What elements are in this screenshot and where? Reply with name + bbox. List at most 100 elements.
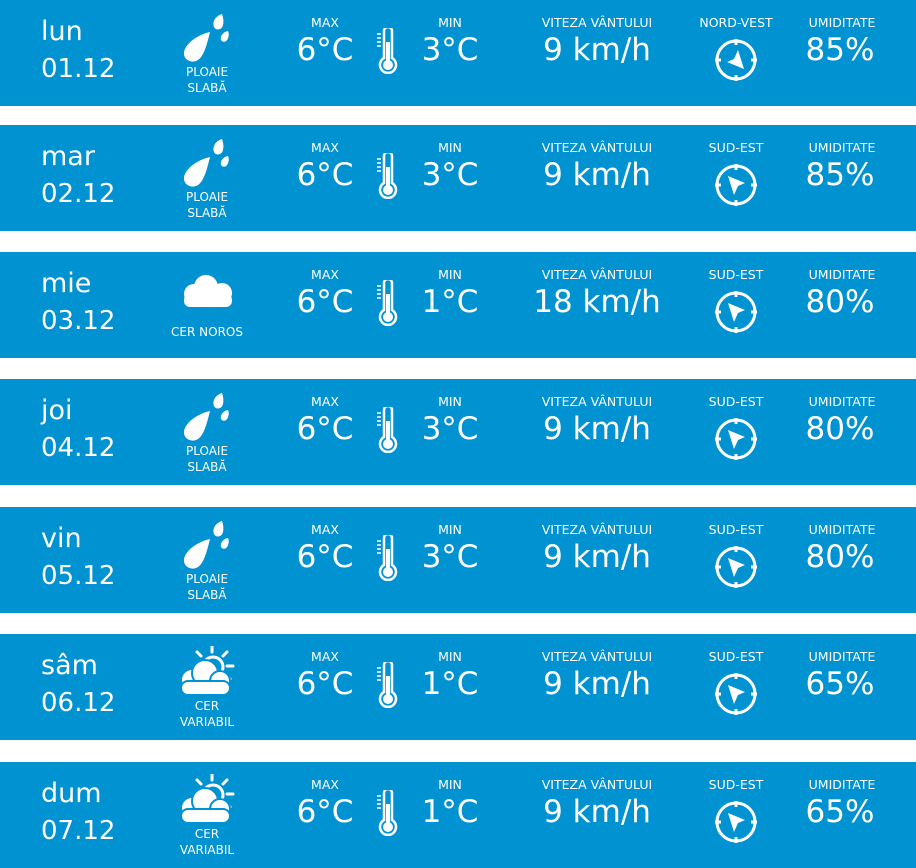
compass-icon [713,289,759,335]
condition-text: PLOAIE [185,444,229,458]
max-label: MAX [311,140,339,155]
wind-speed-label: VITEZA VÂNTULUI [541,140,653,155]
min-label: MIN [438,649,462,664]
forecast-row: mar 02.12 PLOAIE SLABĂ MAX 6°C MIN 3°C VITEZA VÂ… [0,125,916,231]
humidity-value: 80% [805,411,875,447]
humidity-label: UMIDITATE [808,267,876,282]
compass-icon [713,162,759,208]
humidity-label: UMIDITATE [808,522,876,537]
rain-drops-icon [172,391,242,443]
day-date: 01.12 [41,54,116,84]
min-temp: 3°C [421,411,479,447]
day-date: 07.12 [41,816,116,846]
wind-direction: SUD-EST [708,394,764,409]
wind-speed-label: VITEZA VÂNTULUI [541,522,653,537]
forecast-row: sâm 06.12 CER VARIABIL MAX 6°C MIN 1°C VITEZA VÂ… [0,634,916,740]
compass-icon [713,799,759,845]
wind-speed-label: VITEZA VÂNTULUI [541,267,653,282]
day-date: 06.12 [41,688,116,718]
max-label: MAX [311,394,339,409]
max-label: MAX [311,267,339,282]
max-temp: 6°C [296,794,354,830]
max-label: MAX [311,15,339,30]
thermometer-icon [374,787,402,837]
max-label: MAX [311,777,339,792]
humidity-label: UMIDITATE [808,140,876,155]
forecast-row: joi 04.12 PLOAIE SLABĂ MAX 6°C MIN 3°C VITEZA VÂ… [0,379,916,485]
wind-speed-label: VITEZA VÂNTULUI [541,777,653,792]
compass-icon [713,544,759,590]
max-label: MAX [311,522,339,537]
rain-drops-icon [172,519,242,571]
condition-text: VARIABIL [179,843,235,857]
humidity-value: 65% [805,666,875,702]
wind-direction: NORD-VEST [699,15,773,30]
day-name: sâm [41,650,98,681]
max-temp: 6°C [296,539,354,575]
wind-direction: SUD-EST [708,140,764,155]
thermometer-icon [374,659,402,709]
day-name: mar [41,141,95,172]
wind-speed-label: VITEZA VÂNTULUI [541,394,653,409]
thermometer-icon [374,277,402,327]
min-label: MIN [438,777,462,792]
day-date: 05.12 [41,561,116,591]
day-name: lun [41,16,83,47]
min-label: MIN [438,394,462,409]
thermometer-icon [374,404,402,454]
day-name: vin [41,523,82,554]
thermometer-icon [374,150,402,200]
compass-icon [713,416,759,462]
day-name: joi [41,395,73,426]
day-date: 03.12 [41,306,116,336]
thermometer-icon [374,25,402,75]
condition-text: SLABĂ [187,206,227,220]
condition-text: CER NOROS [171,325,243,339]
humidity-value: 80% [805,284,875,320]
forecast-row: vin 05.12 PLOAIE SLABĂ MAX 6°C MIN 3°C VITEZA VÂ… [0,507,916,613]
wind-speed: 9 km/h [543,666,651,702]
humidity-value: 85% [805,157,875,193]
min-label: MIN [438,522,462,537]
min-temp: 1°C [421,666,479,702]
wind-speed: 9 km/h [543,539,651,575]
wind-direction: SUD-EST [708,649,764,664]
rain-drops-icon [172,137,242,189]
condition-text: VARIABIL [179,715,235,729]
wind-speed-label: VITEZA VÂNTULUI [541,15,653,30]
min-label: MIN [438,267,462,282]
condition-text: SLABĂ [187,81,227,95]
max-temp: 6°C [296,157,354,193]
max-temp: 6°C [296,32,354,68]
min-temp: 1°C [421,794,479,830]
thermometer-icon [374,532,402,582]
humidity-value: 80% [805,539,875,575]
cloud-icon [172,264,242,316]
compass-icon [713,671,759,717]
condition-text: PLOAIE [185,572,229,586]
forecast-row: lun 01.12 PLOAIE SLABĂ MAX 6°C MIN 3°C VITEZA VÂ… [0,0,916,106]
max-temp: 6°C [296,666,354,702]
min-label: MIN [438,140,462,155]
min-temp: 3°C [421,157,479,193]
forecast-row: mie 03.12 CER NOROS MAX 6°C MIN 1°C VITEZA VÂNT… [0,252,916,358]
condition-text: PLOAIE [185,190,229,204]
wind-speed-label: VITEZA VÂNTULUI [541,649,653,664]
wind-speed: 18 km/h [533,284,661,320]
wind-direction: SUD-EST [708,267,764,282]
wind-speed: 9 km/h [543,411,651,447]
min-temp: 3°C [421,539,479,575]
wind-direction: SUD-EST [708,777,764,792]
wind-speed: 9 km/h [543,32,651,68]
forecast-row: dum 07.12 CER VARIABIL MAX 6°C MIN 1°C VITEZA VÂ… [0,762,916,868]
condition-text: SLABĂ [187,588,227,602]
min-temp: 1°C [421,284,479,320]
day-name: dum [41,778,102,809]
humidity-label: UMIDITATE [808,15,876,30]
sun-cloud-icon [172,644,242,698]
condition-text: CER [194,827,220,841]
sun-cloud-icon [172,772,242,826]
humidity-label: UMIDITATE [808,777,876,792]
condition-text: PLOAIE [185,65,229,79]
humidity-value: 85% [805,32,875,68]
